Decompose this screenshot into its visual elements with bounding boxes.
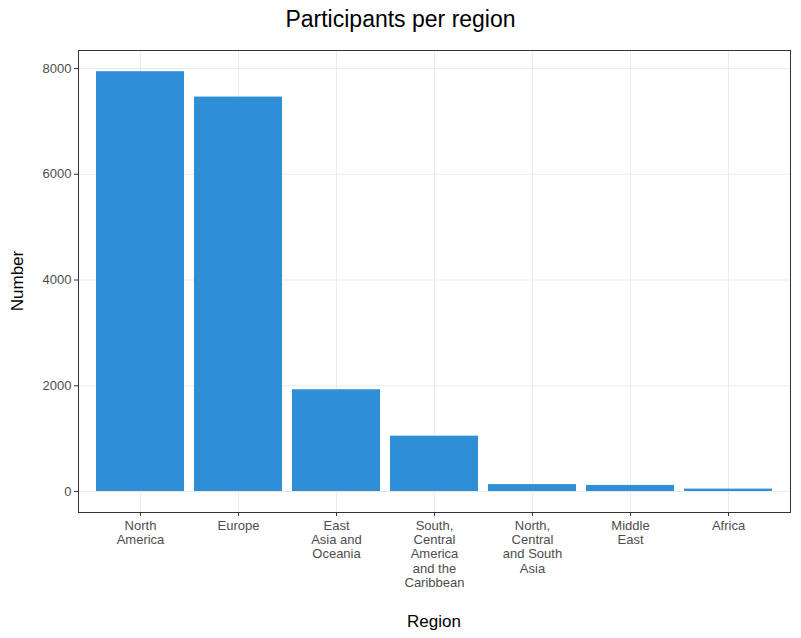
svg-text:North,Centraland SouthAsia: North,Centraland SouthAsia: [503, 518, 562, 576]
svg-text:2000: 2000: [43, 378, 72, 393]
svg-text:8000: 8000: [43, 61, 72, 76]
svg-text:MiddleEast: MiddleEast: [611, 518, 649, 547]
svg-text:NorthAmerica: NorthAmerica: [117, 518, 165, 547]
svg-text:Africa: Africa: [712, 518, 746, 533]
svg-text:4000: 4000: [43, 272, 72, 287]
html-text:Participants per region: Participants per region: [285, 6, 516, 32]
svg-text:0: 0: [64, 484, 71, 499]
html-text:Number: Number: [8, 250, 27, 312]
svg-text:EastAsia andOceania: EastAsia andOceania: [311, 518, 362, 562]
svg-text:6000: 6000: [43, 166, 72, 181]
html-text:Region: Region: [407, 612, 461, 631]
svg-text:South,CentralAmericaand theCar: South,CentralAmericaand theCaribbean: [405, 518, 465, 590]
svg-text:Europe: Europe: [218, 518, 260, 533]
